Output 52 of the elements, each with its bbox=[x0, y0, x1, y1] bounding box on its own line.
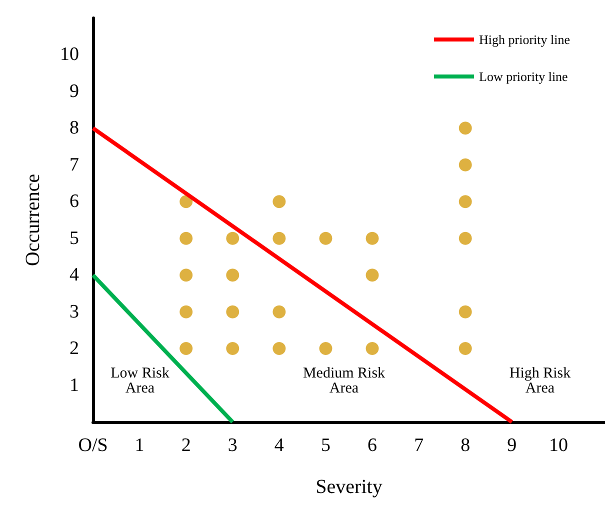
point bbox=[366, 342, 379, 356]
y-tick-label: 2 bbox=[70, 338, 79, 360]
x-tick-label: 4 bbox=[274, 435, 284, 456]
x-tick-label: 8 bbox=[460, 435, 470, 456]
point bbox=[226, 232, 240, 245]
point bbox=[458, 158, 472, 172]
x-tick-label: 3 bbox=[228, 435, 238, 456]
point bbox=[366, 232, 379, 245]
legend-label: Low priority line bbox=[479, 69, 568, 84]
x-axis-title: Severity bbox=[316, 476, 382, 498]
point bbox=[366, 268, 379, 282]
point bbox=[319, 342, 332, 356]
annotation: High Risk Area bbox=[509, 366, 572, 396]
y-axis-title: Occurrence bbox=[22, 174, 44, 266]
legend-label: High priority line bbox=[479, 32, 570, 47]
point bbox=[272, 195, 286, 208]
y-tick-label: 1 bbox=[70, 374, 79, 396]
y-tick-label: 7 bbox=[70, 154, 79, 176]
point bbox=[226, 268, 240, 282]
point bbox=[180, 232, 193, 245]
point bbox=[226, 305, 240, 318]
point bbox=[180, 195, 193, 208]
point bbox=[180, 268, 193, 282]
y-tick-label: 6 bbox=[70, 191, 79, 212]
x-tick-label: 6 bbox=[368, 435, 378, 456]
point bbox=[319, 232, 332, 245]
y-tick-label: 4 bbox=[70, 264, 80, 286]
point bbox=[180, 305, 193, 318]
point bbox=[458, 342, 472, 356]
x-tick-label: 2 bbox=[181, 435, 191, 456]
x-tick-label: 9 bbox=[507, 435, 517, 456]
y-tick-label: 5 bbox=[70, 228, 79, 249]
x-tick-label: 1 bbox=[134, 435, 144, 456]
point bbox=[458, 305, 472, 318]
x-tick-label: 5 bbox=[320, 435, 330, 456]
point bbox=[458, 122, 472, 135]
y-tick-label: 10 bbox=[60, 44, 79, 66]
x-tick-label: 7 bbox=[414, 435, 424, 456]
annotation: Low Risk Area bbox=[110, 366, 170, 396]
x-tick-label: O/S bbox=[78, 435, 108, 456]
point bbox=[226, 342, 240, 356]
y-tick-label: 9 bbox=[70, 80, 79, 102]
point bbox=[180, 342, 193, 356]
x-tick-label: 10 bbox=[548, 435, 568, 456]
point bbox=[272, 342, 286, 356]
y-tick-label: 3 bbox=[70, 301, 79, 322]
y-tick-label: 8 bbox=[70, 118, 79, 139]
annotation: Medium Risk Area bbox=[302, 366, 386, 396]
point bbox=[272, 232, 286, 245]
point bbox=[458, 195, 472, 208]
point bbox=[458, 232, 472, 245]
point bbox=[272, 305, 286, 318]
